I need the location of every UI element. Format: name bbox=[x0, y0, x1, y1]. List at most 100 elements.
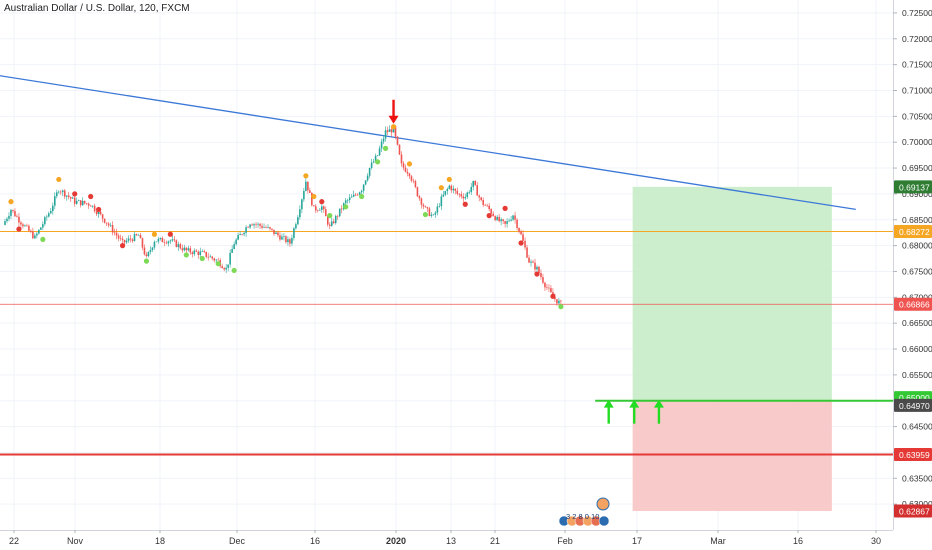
position-price-label[interactable]: 0.64970 bbox=[894, 398, 932, 412]
candle-body bbox=[73, 197, 76, 204]
candle bbox=[243, 231, 245, 237]
candle-body bbox=[504, 221, 506, 224]
candle-body bbox=[105, 222, 108, 224]
candle bbox=[412, 178, 415, 184]
candle bbox=[233, 241, 235, 250]
candle bbox=[225, 263, 227, 274]
candle bbox=[127, 235, 130, 243]
candle bbox=[229, 249, 231, 268]
stop-price-label-text: 0.62867 bbox=[899, 507, 930, 517]
candle bbox=[400, 151, 403, 167]
candle bbox=[480, 196, 482, 202]
candle-body bbox=[169, 240, 172, 242]
candle-body bbox=[18, 216, 20, 223]
stop-level-price-label[interactable]: 0.63959 bbox=[894, 448, 932, 462]
candle-body bbox=[65, 195, 68, 197]
candle-body bbox=[231, 249, 233, 253]
horizontal-lines[interactable] bbox=[0, 231, 893, 456]
event-circle-icon[interactable] bbox=[596, 497, 610, 511]
candle bbox=[408, 172, 411, 179]
candle bbox=[235, 238, 237, 246]
candle bbox=[103, 218, 106, 224]
profit-zone[interactable] bbox=[632, 186, 832, 401]
candle-body bbox=[502, 219, 504, 222]
signal-dot-green bbox=[199, 255, 205, 262]
candle-body bbox=[279, 235, 281, 240]
signal-dot-green bbox=[143, 258, 150, 264]
candle-body bbox=[398, 144, 401, 155]
signal-dot-red bbox=[518, 240, 524, 246]
candle-body bbox=[472, 180, 475, 187]
candle bbox=[42, 221, 44, 231]
orange-level-price-label[interactable]: 0.68272 bbox=[894, 225, 932, 239]
candle-body bbox=[518, 227, 520, 232]
position-zones[interactable] bbox=[632, 186, 832, 512]
candle-body bbox=[30, 230, 32, 232]
position-price-label-text: 0.64970 bbox=[899, 401, 930, 411]
candle-body bbox=[490, 209, 492, 214]
candle bbox=[370, 158, 373, 170]
candle bbox=[263, 223, 265, 229]
time-axis[interactable]: 22 Nov 18 Dec 16 2020 13 21 Feb 17 Mar 16 30 bbox=[0, 530, 932, 550]
candle bbox=[458, 193, 461, 198]
candle bbox=[241, 233, 243, 236]
candle bbox=[251, 223, 253, 226]
target-price-label[interactable]: 0.69137 bbox=[894, 180, 932, 194]
candle-body bbox=[470, 186, 473, 193]
signal-dot-orange bbox=[446, 176, 452, 183]
candle bbox=[193, 248, 196, 257]
trendline[interactable] bbox=[0, 75, 856, 211]
candle-body bbox=[496, 216, 498, 221]
candle bbox=[504, 220, 506, 228]
trendline-layer[interactable] bbox=[0, 75, 856, 211]
candle bbox=[249, 223, 251, 229]
candle-body bbox=[117, 235, 120, 239]
candle-body bbox=[26, 225, 28, 227]
stop-price-label[interactable]: 0.62867 bbox=[894, 504, 932, 518]
time-tick-label: 2020 bbox=[386, 536, 406, 546]
candle-body bbox=[348, 197, 351, 200]
candle bbox=[201, 249, 204, 252]
candle-body bbox=[207, 256, 210, 258]
candle-body bbox=[189, 248, 192, 253]
candle-body bbox=[498, 216, 500, 222]
signal-dot-orange bbox=[303, 173, 309, 179]
target-price-label-text: 0.69137 bbox=[899, 182, 930, 192]
candle-body bbox=[79, 200, 82, 206]
price-axis[interactable]: 0.72500 0.72000 0.71500 0.71000 0.70500 0.700… bbox=[893, 0, 932, 550]
candle bbox=[293, 226, 295, 241]
price-tick-label: 0.67500 bbox=[902, 266, 932, 276]
candle bbox=[153, 240, 156, 250]
candle bbox=[79, 200, 82, 208]
candle bbox=[145, 251, 148, 258]
candle-body bbox=[101, 214, 104, 219]
candle bbox=[239, 231, 241, 236]
candle-body bbox=[418, 196, 421, 199]
signal-dot-green bbox=[382, 145, 389, 151]
event-dot-icon[interactable] bbox=[598, 515, 610, 527]
price-tick-label: 0.68500 bbox=[902, 215, 932, 225]
candle bbox=[183, 244, 186, 252]
loss-zone[interactable] bbox=[632, 400, 832, 512]
arrow-head bbox=[653, 399, 664, 408]
candle-body bbox=[338, 208, 341, 217]
events-badge[interactable]: 3 2 8 0 10 bbox=[558, 497, 610, 527]
candle bbox=[420, 197, 423, 209]
candle-body bbox=[287, 239, 289, 243]
current-price-price-label[interactable]: 0.66866 bbox=[894, 297, 932, 311]
candle bbox=[492, 211, 494, 217]
candle bbox=[275, 231, 277, 235]
candle bbox=[271, 228, 273, 232]
candle-body bbox=[89, 205, 92, 207]
candle-body bbox=[127, 238, 130, 241]
candle-body bbox=[44, 217, 46, 225]
candle-body bbox=[201, 251, 204, 252]
signal-dot-orange bbox=[56, 176, 62, 183]
candle-body bbox=[187, 248, 190, 251]
candle-body bbox=[269, 227, 271, 229]
candle-body bbox=[328, 224, 331, 226]
candle bbox=[546, 283, 548, 291]
candle-body bbox=[506, 221, 508, 224]
